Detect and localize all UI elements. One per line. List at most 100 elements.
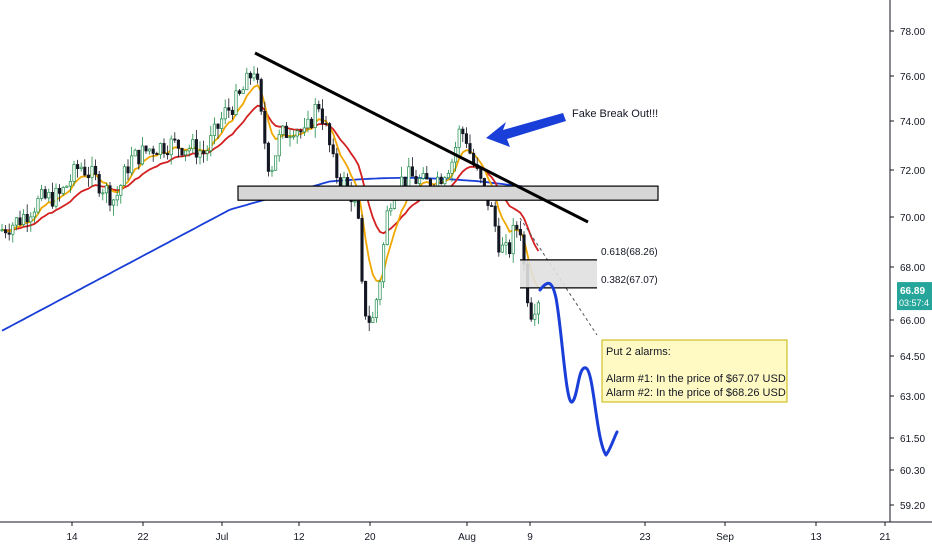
candle-body — [371, 317, 375, 323]
candle-body — [155, 153, 159, 155]
candle-body — [169, 138, 173, 156]
candle-body — [331, 144, 335, 155]
bar-countdown: 03:57:4 — [899, 298, 929, 308]
x-tick-label: Jul — [216, 532, 229, 543]
candle-body — [418, 178, 422, 184]
support-zone[interactable] — [237, 185, 659, 201]
candle-body — [61, 187, 65, 194]
candle-body — [234, 90, 238, 115]
candle-body — [50, 192, 54, 207]
price-axis: 78.00 76.00 74.00 72.00 70.00 68.00 66.00 64.50… — [889, 0, 925, 522]
candle-body — [184, 150, 188, 156]
current-price-tag: 66.89 03:57:4 — [897, 282, 932, 311]
candle-body — [241, 89, 245, 94]
candle-body — [43, 189, 47, 199]
candle-body — [36, 198, 40, 213]
candle-body — [108, 185, 112, 206]
candle-body — [47, 192, 51, 199]
candle-body — [533, 313, 537, 320]
candle-body — [65, 185, 69, 188]
candle-body — [403, 176, 407, 187]
candle-body — [119, 185, 123, 196]
candle-body — [338, 177, 342, 187]
candle-body — [166, 153, 170, 156]
candle-body — [497, 225, 501, 253]
y-tick-label: 59.20 — [900, 501, 925, 512]
candle-body — [288, 136, 292, 139]
candle-body — [439, 176, 443, 185]
candle-body — [11, 224, 15, 235]
candle-body — [144, 145, 148, 152]
candle-body — [263, 110, 267, 144]
candle-body — [126, 166, 130, 174]
candle-body — [299, 130, 303, 133]
candle-body — [216, 123, 220, 129]
candle-body — [313, 104, 317, 128]
x-tick-label: 9 — [527, 532, 533, 543]
candle-body — [97, 174, 101, 194]
candle-body — [468, 143, 472, 154]
candle-body — [115, 194, 119, 201]
candle-body — [18, 217, 22, 225]
candle-body — [94, 165, 98, 175]
dashed-trend-extension[interactable] — [519, 217, 598, 336]
candle-body — [356, 200, 360, 219]
current-price-value: 66.89 — [900, 286, 925, 297]
x-tick-label: 13 — [810, 532, 822, 543]
projection-path[interactable] — [538, 281, 619, 457]
fib-retracement-zone[interactable] — [520, 259, 597, 288]
candle-body — [374, 299, 378, 318]
candle-body — [122, 166, 126, 186]
candle-body — [270, 169, 274, 172]
candle-body — [266, 142, 270, 172]
y-tick-label: 78.00 — [900, 27, 925, 38]
moving-averages — [1, 83, 540, 332]
candle-body — [342, 177, 346, 187]
candle-body — [79, 166, 83, 170]
candle-body — [40, 189, 44, 199]
candle-body — [277, 134, 281, 157]
candle-body — [176, 139, 180, 149]
candle-body — [407, 166, 411, 187]
y-tick-label: 61.50 — [900, 434, 925, 445]
candle-body — [493, 205, 497, 227]
candle-body — [86, 174, 90, 179]
candle-body — [133, 149, 137, 157]
candle-body — [245, 72, 249, 91]
candle-body — [292, 135, 296, 138]
candle-body — [14, 217, 18, 226]
candle-body — [0, 229, 4, 232]
x-tick-label: 20 — [364, 532, 376, 543]
candle-body — [220, 118, 224, 129]
candle-body — [230, 109, 234, 115]
candle-body — [173, 138, 177, 141]
candle-body — [112, 199, 116, 206]
candle-body — [238, 90, 242, 94]
candle-body — [425, 173, 429, 180]
candle-body — [389, 208, 393, 212]
fake-breakout-arrow-icon[interactable] — [486, 113, 566, 147]
candle-body — [4, 229, 8, 234]
candle-body — [137, 149, 141, 165]
candle-body — [151, 148, 155, 154]
candle-body — [256, 73, 260, 80]
candle-body — [364, 280, 368, 317]
candle-body — [198, 150, 202, 158]
candle-body — [90, 165, 94, 179]
candle-body — [7, 232, 11, 235]
candle-body — [83, 166, 87, 176]
descending-trendline[interactable] — [254, 51, 589, 224]
candle-body — [508, 242, 512, 255]
candle-body — [252, 73, 256, 79]
alarm-note[interactable]: Put 2 alarms: Alarm #1: In the price of … — [601, 339, 788, 403]
y-tick-label: 60.30 — [900, 466, 925, 477]
candle-body — [346, 177, 350, 187]
candle-body — [490, 205, 494, 207]
x-tick-label: 12 — [293, 532, 305, 543]
candle-body — [180, 148, 184, 156]
candle-body — [482, 178, 486, 187]
candle-body — [328, 123, 332, 146]
fib-382-label: 0.382(67.07) — [601, 275, 658, 286]
candle-body — [529, 302, 533, 320]
ma-slow-line[interactable] — [1, 177, 539, 332]
